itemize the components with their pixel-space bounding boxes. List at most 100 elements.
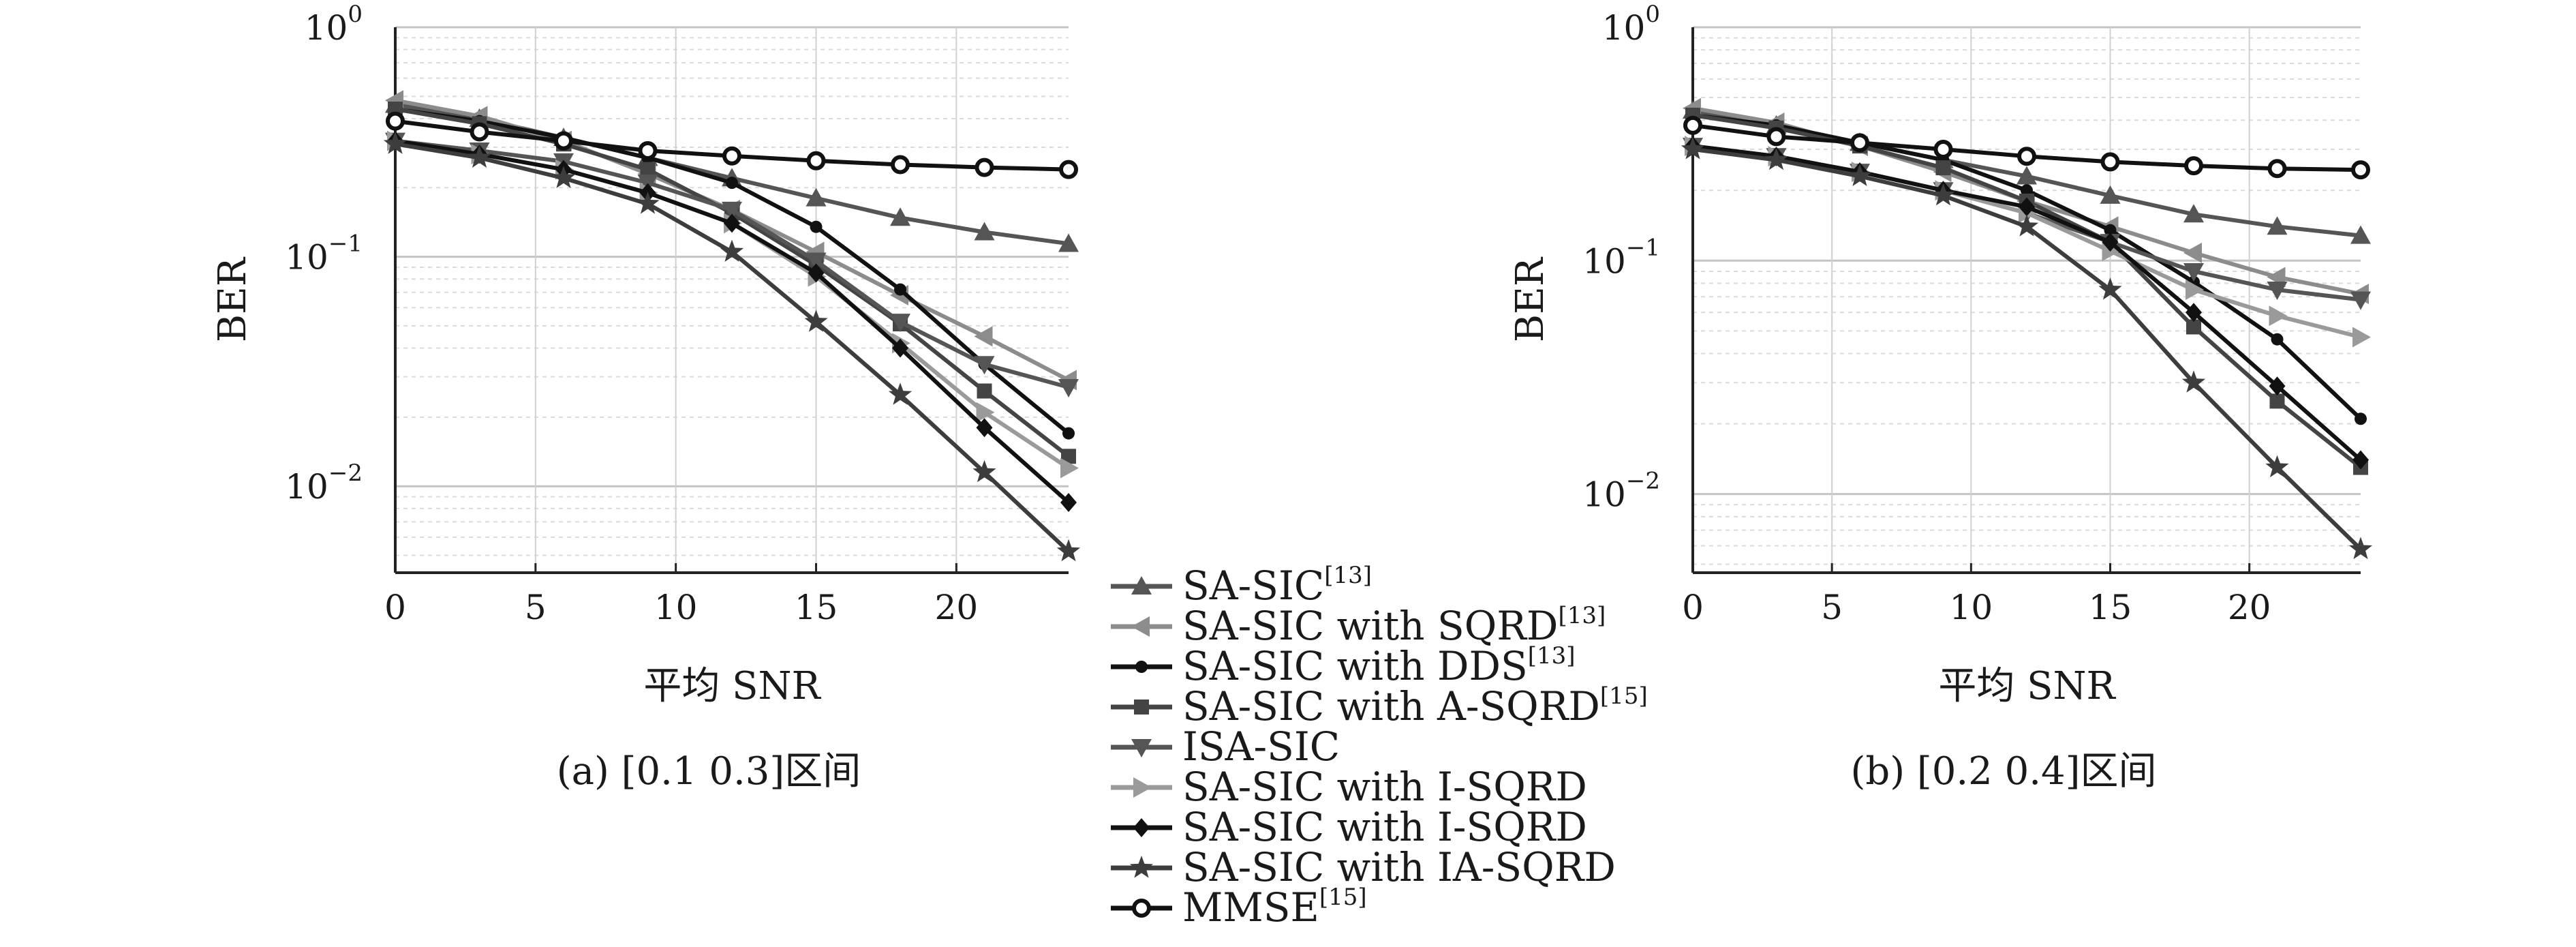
data-point	[2355, 412, 2367, 425]
data-point	[1060, 457, 1079, 479]
data-point	[891, 155, 910, 175]
data-point	[726, 177, 738, 190]
data-point	[383, 132, 408, 154]
legend-marker	[1131, 739, 1152, 757]
data-point	[2017, 166, 2037, 185]
data-point	[1850, 133, 1869, 153]
data-point	[1847, 164, 1872, 186]
data-point	[470, 122, 489, 142]
data-point	[2017, 147, 2036, 166]
data-point	[888, 382, 913, 405]
data-point	[638, 140, 658, 160]
x-tick-label: 15	[795, 588, 838, 627]
data-point	[2267, 282, 2288, 301]
data-point	[2348, 537, 2373, 560]
legend-marker	[1134, 700, 1149, 715]
x-tick-label: 20	[935, 588, 979, 627]
data-point	[804, 310, 828, 332]
data-point	[2183, 262, 2204, 282]
data-point	[977, 383, 992, 399]
data-point	[1062, 427, 1075, 440]
data-point	[2184, 156, 2203, 176]
legend-label: SA-SIC with I-SQRD	[1182, 804, 1587, 850]
data-point	[810, 220, 823, 233]
data-point	[2014, 214, 2039, 237]
data-point	[2350, 291, 2371, 310]
data-point	[806, 187, 827, 207]
data-point	[2019, 197, 2035, 217]
data-point	[2351, 160, 2370, 180]
data-point	[1058, 233, 1079, 252]
chart-panel-b: 0 5 10 15 20 100 10−1 10−2 平均 SNR BER (b) [0.2 0.4…	[1508, 1, 2373, 794]
data-point	[892, 338, 908, 358]
series-s7	[387, 131, 1077, 512]
data-point	[974, 222, 995, 241]
legend-label: MMSE[15]	[1182, 884, 1367, 931]
y-tick-label: 100	[305, 1, 363, 48]
data-point	[894, 283, 906, 296]
legend-entry: SA-SIC with I-SQRD	[1111, 764, 1587, 810]
data-point	[2021, 184, 2033, 197]
data-point	[1056, 539, 1081, 562]
data-point	[2098, 277, 2122, 300]
legend-marker	[1133, 777, 1152, 798]
data-point	[2102, 232, 2119, 252]
y-tick-label: 100	[1602, 1, 1660, 48]
x-tick-label: 5	[1821, 588, 1843, 627]
data-point	[2352, 327, 2371, 348]
legend-marker	[1131, 576, 1152, 595]
y-axis-label: BER	[211, 256, 255, 342]
data-point	[551, 166, 576, 188]
legend-label: SA-SIC with A-SQRD[15]	[1182, 682, 1648, 730]
legend-marker	[1132, 899, 1151, 918]
panel-caption: (b) [0.2 0.4]区间	[1851, 749, 2157, 794]
legend-label: SA-SIC with IA-SQRD	[1182, 844, 1616, 890]
data-point	[806, 252, 827, 271]
data-point	[2269, 393, 2285, 409]
y-axis-label: BER	[1508, 256, 1552, 342]
x-tick-label: 10	[654, 588, 698, 627]
x-tick-label: 0	[1682, 588, 1704, 627]
legend-label: SA-SIC with I-SQRD	[1182, 764, 1587, 810]
data-point	[976, 418, 993, 438]
data-point	[808, 263, 825, 283]
legend-entry: SA-SIC with IA-SQRD	[1111, 844, 1616, 890]
data-point	[2100, 185, 2121, 204]
data-point	[1061, 449, 1076, 464]
x-axis-label: 平均 SNR	[643, 664, 821, 708]
legend-entry: SA-SIC with A-SQRD[15]	[1111, 682, 1648, 730]
data-point	[2186, 319, 2201, 335]
data-point	[554, 131, 573, 151]
legend-marker	[1129, 856, 1154, 878]
data-point	[636, 192, 660, 214]
data-point	[2100, 152, 2120, 172]
legend-entry: MMSE[15]	[1111, 884, 1367, 931]
legend-entry: SA-SIC with SQRD[13]	[1111, 602, 1606, 649]
series-s8	[383, 132, 1081, 562]
data-point	[1681, 137, 1705, 160]
grid	[395, 26, 1069, 573]
series-line	[395, 138, 1070, 470]
y-tick-label: 10−1	[285, 230, 363, 277]
data-point	[2104, 224, 2117, 237]
data-point	[386, 111, 405, 131]
data-point	[2186, 280, 2204, 301]
legend-entry: SA-SIC with DDS[13]	[1111, 642, 1576, 689]
data-point	[1764, 147, 1788, 170]
data-point	[1060, 492, 1077, 512]
data-point	[467, 145, 491, 168]
data-point	[2267, 216, 2288, 235]
legend: SA-SIC[13]SA-SIC with SQRD[13]SA-SIC wit…	[1111, 562, 1648, 931]
data-point	[720, 239, 744, 262]
series-s2	[385, 90, 1077, 391]
legend-label: SA-SIC with DDS[13]	[1182, 642, 1576, 689]
panel-caption: (a) [0.1 0.3]区间	[557, 749, 861, 794]
data-point	[722, 201, 742, 220]
legend-entry: ISA-SIC	[1111, 723, 1340, 770]
x-tick-label: 15	[2089, 588, 2132, 627]
data-point	[2265, 455, 2289, 478]
data-point	[2183, 242, 2202, 263]
legend-marker	[1133, 818, 1150, 837]
legend-marker	[1135, 661, 1148, 673]
